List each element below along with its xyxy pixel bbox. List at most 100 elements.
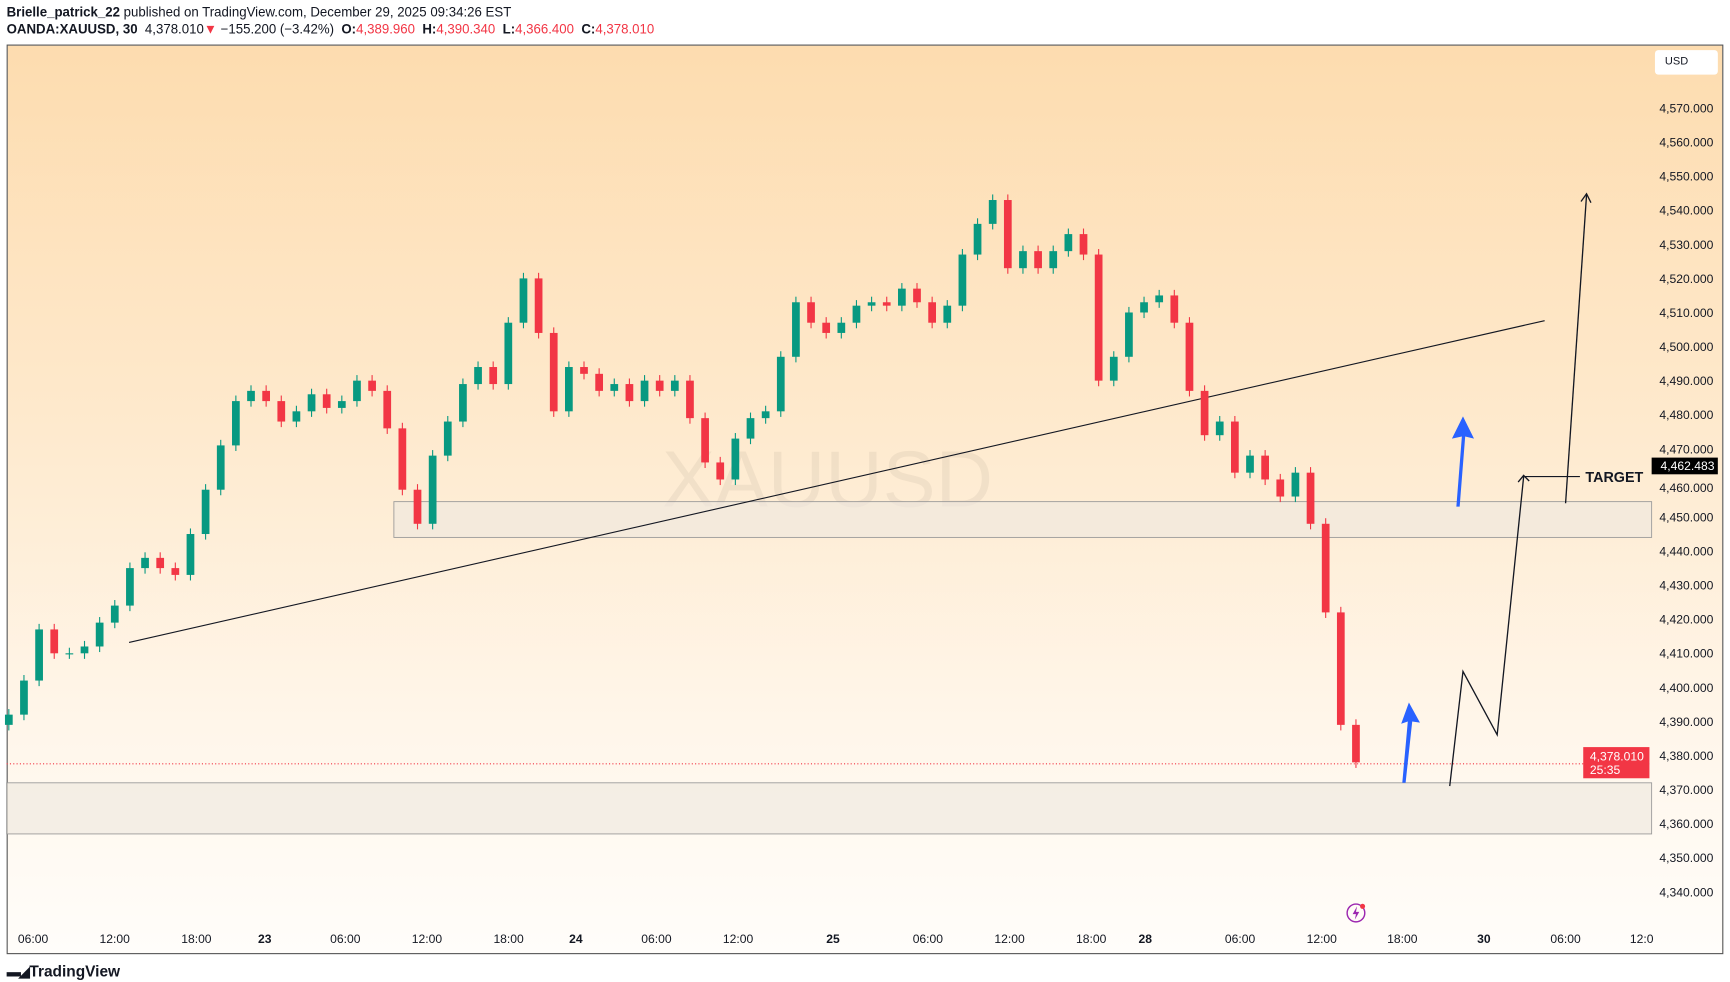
candle[interactable] [337, 395, 346, 414]
candle[interactable] [277, 395, 286, 428]
candle[interactable] [928, 296, 937, 329]
candle[interactable] [580, 361, 588, 380]
candle[interactable] [307, 388, 316, 417]
candle[interactable] [655, 375, 664, 397]
candle[interactable] [565, 361, 573, 417]
candle[interactable] [504, 317, 513, 390]
candle[interactable] [625, 378, 634, 407]
candle[interactable] [701, 412, 709, 469]
candle[interactable] [837, 317, 846, 339]
candle[interactable] [1064, 228, 1073, 257]
candle[interactable] [1321, 518, 1330, 618]
candle[interactable] [640, 375, 649, 407]
candle[interactable] [398, 422, 407, 496]
candle[interactable] [20, 674, 28, 721]
candle[interactable] [1170, 289, 1179, 329]
candle[interactable] [1003, 194, 1012, 274]
candle[interactable] [913, 283, 921, 308]
candle[interactable] [670, 375, 679, 397]
candle[interactable] [80, 640, 89, 659]
candle[interactable] [1276, 473, 1285, 503]
candle[interactable] [1246, 450, 1254, 479]
candle[interactable] [156, 552, 165, 574]
candle[interactable] [1306, 467, 1315, 530]
candle[interactable] [776, 351, 785, 417]
candle[interactable] [368, 375, 376, 397]
candle[interactable] [1034, 245, 1042, 274]
tradingview-logo[interactable]: ▬◢ TradingView [7, 962, 120, 981]
candle[interactable] [1125, 306, 1133, 363]
candle[interactable] [1155, 289, 1164, 308]
candle[interactable] [973, 218, 982, 261]
candle[interactable] [686, 375, 694, 424]
candle[interactable] [1261, 450, 1269, 486]
candle[interactable] [519, 272, 528, 329]
candle[interactable] [1291, 467, 1300, 503]
candle[interactable] [746, 412, 755, 445]
candle[interactable] [141, 552, 149, 574]
candle[interactable] [822, 317, 831, 339]
candle[interactable] [474, 361, 482, 390]
symbol-label[interactable]: OANDA:XAUUSD, 30 [6, 21, 138, 37]
support-resistance-zone[interactable] [6, 782, 1653, 835]
candle[interactable] [716, 456, 725, 486]
candle[interactable] [292, 405, 301, 428]
candle[interactable] [383, 385, 392, 434]
candle[interactable] [65, 647, 74, 659]
candle[interactable] [171, 562, 180, 581]
candle[interactable] [852, 300, 861, 329]
candle[interactable] [610, 378, 619, 397]
candle[interactable] [1215, 415, 1224, 441]
candle[interactable] [1231, 415, 1239, 479]
candle[interactable] [1094, 248, 1103, 387]
candle[interactable] [958, 248, 967, 312]
candle[interactable] [126, 562, 134, 612]
candle[interactable] [731, 433, 740, 486]
candle[interactable] [882, 296, 891, 312]
candle[interactable] [1352, 719, 1360, 768]
candle[interactable] [443, 415, 452, 462]
candle[interactable] [247, 385, 255, 407]
support-resistance-zone[interactable] [393, 501, 1653, 538]
candle[interactable] [413, 484, 422, 530]
candle[interactable] [988, 194, 997, 230]
candle[interactable] [761, 405, 770, 424]
candle[interactable] [4, 709, 13, 731]
publisher-name[interactable]: Brielle_patrick_22 [6, 4, 120, 21]
candle[interactable] [201, 484, 210, 540]
candle[interactable] [1109, 351, 1118, 387]
candle[interactable] [35, 623, 43, 687]
lightning-icon[interactable] [1346, 903, 1366, 923]
projection-up-line[interactable] [1564, 194, 1588, 504]
candle[interactable] [867, 296, 876, 312]
candle[interactable] [1185, 317, 1194, 397]
candle[interactable] [1019, 245, 1027, 274]
candle[interactable] [534, 272, 543, 339]
candle[interactable] [898, 283, 906, 312]
candle[interactable] [50, 623, 59, 659]
candle[interactable] [262, 385, 271, 407]
candle[interactable] [943, 300, 952, 329]
candle[interactable] [322, 388, 331, 414]
candle[interactable] [807, 296, 815, 329]
candle[interactable] [95, 617, 104, 653]
candle[interactable] [110, 600, 119, 629]
blue-up-arrow-icon[interactable] [1401, 702, 1420, 783]
candle[interactable] [459, 378, 467, 428]
candle[interactable] [549, 327, 558, 417]
candle[interactable] [1336, 606, 1345, 731]
candle[interactable] [1049, 245, 1058, 274]
candle[interactable] [1140, 296, 1148, 319]
candle[interactable] [232, 395, 240, 451]
candle[interactable] [186, 528, 195, 581]
candle[interactable] [595, 368, 604, 397]
candle[interactable] [792, 296, 800, 363]
blue-up-arrow-icon[interactable] [1451, 416, 1475, 507]
candle[interactable] [216, 439, 225, 496]
candle[interactable] [1079, 228, 1088, 261]
projection-path[interactable] [1449, 476, 1525, 787]
trendline[interactable] [128, 320, 1545, 643]
candle[interactable] [1200, 385, 1209, 441]
currency-button[interactable]: USD [1654, 50, 1718, 75]
